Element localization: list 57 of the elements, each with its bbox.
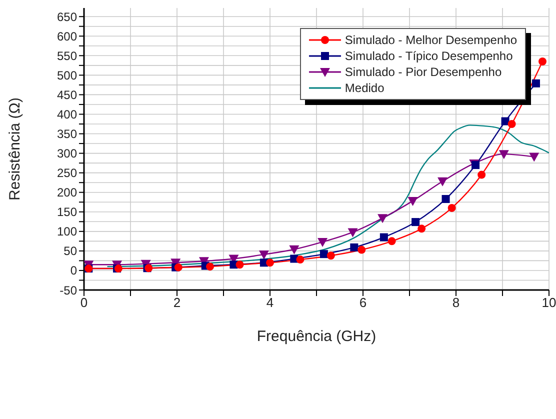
- y-tick-label: 600: [56, 29, 78, 44]
- point: [498, 150, 509, 160]
- y-tick-label: 200: [56, 186, 78, 200]
- point: [174, 263, 182, 272]
- y-tick-label: 100: [56, 224, 78, 239]
- point: [412, 218, 420, 226]
- point: [538, 58, 546, 66]
- point: [442, 194, 450, 203]
- legend-label: Simulado - Pior Desempenho: [344, 65, 502, 79]
- y-tick-label: 50: [64, 244, 78, 258]
- point: [318, 238, 328, 247]
- x-tick-label: 6: [359, 295, 367, 310]
- y-tick-label: 150: [56, 205, 78, 220]
- point: [438, 177, 448, 186]
- legend-label: Simulado - Melhor Desempenho: [344, 33, 517, 47]
- y-tick-label: 250: [56, 166, 78, 180]
- x-tick-label: 10: [542, 295, 556, 310]
- point: [378, 214, 388, 224]
- point: [320, 250, 328, 258]
- point: [296, 256, 304, 264]
- y-tick-label: -50: [60, 283, 78, 298]
- point: [508, 120, 516, 128]
- legend-label: Simulado - Típico Desempenho: [344, 49, 513, 63]
- point: [408, 196, 418, 206]
- point: [532, 79, 540, 88]
- point: [206, 262, 214, 271]
- y-tick-label: 450: [56, 88, 78, 102]
- point: [501, 117, 510, 126]
- y-tick-label: 350: [56, 127, 78, 142]
- point: [350, 243, 358, 252]
- x-axis-title: Frequência (GHz): [256, 328, 376, 345]
- point: [266, 258, 274, 267]
- y-tick-label: 0: [70, 264, 78, 278]
- x-tick-label: 8: [452, 295, 460, 310]
- point: [388, 237, 396, 246]
- point: [478, 170, 486, 179]
- point: [358, 246, 366, 254]
- y-tick-label: 400: [56, 108, 78, 122]
- y-axis-title: Resistência (Ω): [6, 98, 24, 200]
- point: [380, 233, 388, 242]
- point: [448, 204, 456, 212]
- y-tick-label: 300: [56, 146, 78, 161]
- y-tick-label: 500: [56, 68, 78, 82]
- point: [236, 260, 244, 269]
- point: [472, 161, 480, 170]
- point: [258, 250, 269, 260]
- x-tick-label: 0: [80, 295, 88, 310]
- x-tick-label: 2: [173, 295, 181, 310]
- point: [418, 224, 426, 233]
- point: [289, 245, 300, 254]
- x-tick-label: 4: [266, 295, 274, 310]
- legend-label: Medido: [344, 81, 384, 95]
- point: [348, 228, 358, 238]
- y-tick-label: 550: [56, 48, 78, 63]
- point: [326, 252, 335, 260]
- point: [529, 152, 540, 162]
- y-tick-label: 650: [56, 10, 78, 24]
